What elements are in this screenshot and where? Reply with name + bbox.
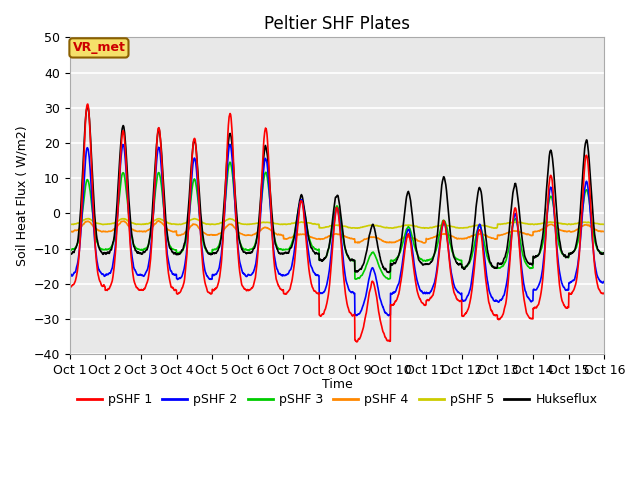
pSHF 4	[421, 240, 429, 246]
pSHF 2	[226, 142, 234, 147]
Line: pSHF 5: pSHF 5	[70, 218, 604, 228]
pSHF 2	[493, 298, 500, 304]
pSHF 5	[156, 216, 164, 221]
pSHF 4	[568, 228, 576, 234]
pSHF 3	[554, 233, 561, 239]
pSHF 1	[66, 283, 74, 289]
Hukseflux	[600, 250, 608, 256]
pSHF 2	[66, 273, 74, 278]
pSHF 3	[227, 159, 234, 165]
pSHF 4	[66, 229, 74, 235]
Hukseflux	[493, 265, 500, 271]
pSHF 5	[493, 225, 500, 231]
pSHF 5	[554, 220, 561, 226]
Legend: pSHF 1, pSHF 2, pSHF 3, pSHF 4, pSHF 5, Hukseflux: pSHF 1, pSHF 2, pSHF 3, pSHF 4, pSHF 5, …	[72, 388, 602, 411]
pSHF 1	[353, 339, 361, 345]
pSHF 2	[568, 278, 576, 284]
pSHF 3	[353, 276, 360, 282]
Line: pSHF 4: pSHF 4	[70, 221, 604, 243]
pSHF 3	[66, 247, 74, 253]
pSHF 5	[66, 221, 74, 227]
pSHF 5	[420, 226, 428, 231]
pSHF 4	[364, 235, 372, 241]
Hukseflux	[385, 270, 393, 276]
pSHF 1	[215, 277, 223, 283]
pSHF 3	[600, 251, 608, 257]
pSHF 2	[215, 266, 223, 272]
pSHF 3	[493, 265, 500, 271]
pSHF 1	[364, 297, 372, 302]
pSHF 1	[493, 312, 500, 318]
pSHF 5	[600, 221, 608, 227]
pSHF 2	[600, 279, 608, 285]
Title: Peltier SHF Plates: Peltier SHF Plates	[264, 15, 410, 33]
pSHF 3	[364, 257, 372, 263]
pSHF 4	[353, 240, 360, 245]
pSHF 4	[493, 236, 500, 242]
pSHF 4	[155, 218, 163, 224]
pSHF 1	[600, 290, 608, 296]
pSHF 4	[600, 228, 608, 234]
Y-axis label: Soil Heat Flux ( W/m2): Soil Heat Flux ( W/m2)	[15, 125, 28, 266]
pSHF 5	[215, 221, 223, 227]
pSHF 2	[385, 313, 392, 319]
pSHF 1	[84, 101, 92, 107]
pSHF 4	[554, 225, 561, 231]
pSHF 1	[353, 339, 360, 345]
Hukseflux	[353, 268, 360, 274]
pSHF 1	[568, 289, 576, 295]
pSHF 3	[215, 243, 223, 249]
Line: Hukseflux: Hukseflux	[70, 106, 604, 273]
Line: pSHF 1: pSHF 1	[70, 104, 604, 342]
Hukseflux	[568, 250, 576, 255]
pSHF 2	[353, 312, 360, 318]
Hukseflux	[66, 251, 74, 257]
pSHF 4	[215, 231, 223, 237]
pSHF 5	[364, 223, 372, 228]
Line: pSHF 2: pSHF 2	[70, 144, 604, 316]
pSHF 1	[554, 259, 561, 265]
Text: VR_met: VR_met	[72, 41, 125, 54]
pSHF 2	[554, 252, 561, 257]
pSHF 3	[568, 250, 576, 255]
pSHF 5	[568, 221, 576, 227]
pSHF 5	[353, 225, 360, 231]
Hukseflux	[84, 103, 92, 109]
Hukseflux	[554, 219, 561, 225]
X-axis label: Time: Time	[321, 378, 353, 391]
pSHF 2	[364, 281, 372, 287]
Hukseflux	[215, 244, 223, 250]
pSHF 3	[352, 276, 360, 282]
Hukseflux	[364, 240, 372, 246]
Line: pSHF 3: pSHF 3	[70, 162, 604, 279]
